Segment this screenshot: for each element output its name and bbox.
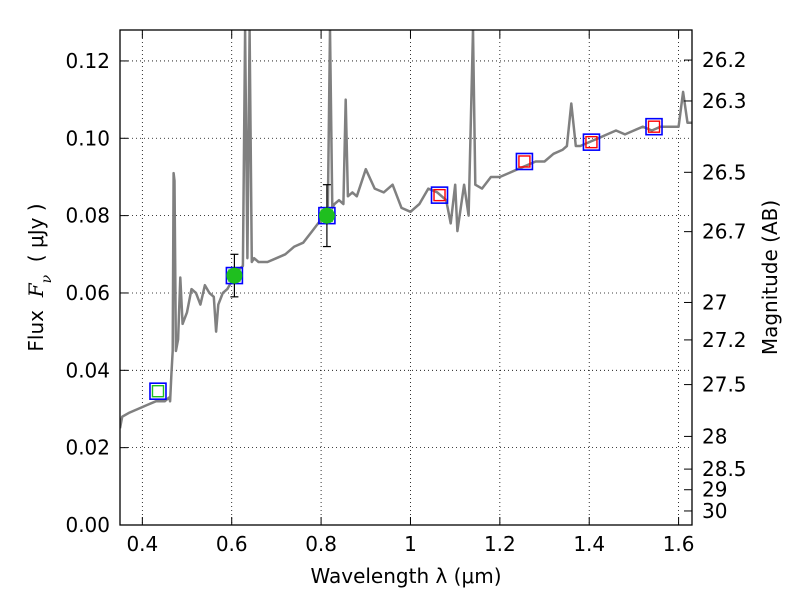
y-axis-label-suffix: ( μJy ): [24, 203, 48, 275]
model-square-inner: [585, 135, 598, 149]
spectrum-line: [120, 30, 692, 429]
y2-tick-label: 28: [702, 424, 727, 448]
x-tick-label: 0.4: [126, 532, 158, 556]
y-axis-label-prefix: Flux: [24, 297, 48, 351]
model-square-outer: [515, 152, 534, 171]
plot-frame: [119, 29, 693, 526]
x-tick-label: 0.8: [305, 532, 337, 556]
model-square-inner: [518, 155, 531, 168]
y2-tick-label: 26.2: [702, 48, 747, 72]
y-tick-label: 0.06: [65, 281, 110, 305]
model-square-inner: [151, 384, 165, 398]
y-tick-label: 0.02: [65, 436, 110, 460]
observed-point: [318, 207, 335, 224]
x-tick-label: 1: [404, 532, 417, 556]
y2-tick-label: 27: [702, 290, 727, 314]
x-axis-label: Wavelength λ (μm): [310, 564, 501, 588]
y-axis-label-sub: ν: [39, 274, 55, 283]
model-square-outer: [149, 382, 167, 400]
y-axis-label-math: F: [24, 282, 48, 298]
x-tick-label: 1.6: [663, 532, 695, 556]
y2-axis-label: Magnitude (AB): [758, 200, 782, 355]
y2-tick-label: 28.5: [702, 457, 747, 481]
y2-tick-label: 26.5: [702, 160, 747, 184]
y-tick-label: 0.00: [65, 513, 110, 537]
observed-point: [226, 267, 243, 284]
model-square-outer: [430, 186, 449, 204]
y-tick-label: 0.10: [65, 126, 110, 150]
x-tick-label: 0.6: [216, 532, 248, 556]
model-square-inner: [647, 120, 661, 133]
y2-tick-label: 27.5: [702, 373, 747, 397]
y2-tick-label: 26.3: [702, 89, 747, 113]
x-tick-label: 1.4: [573, 532, 605, 556]
model-square-outer: [645, 117, 663, 136]
y2-tick-label: 27.2: [702, 328, 747, 352]
x-tick-label: 1.2: [484, 532, 516, 556]
y2-tick-label: 29: [702, 478, 727, 502]
y-tick-label: 0.08: [65, 204, 110, 228]
grid-lines: [120, 30, 692, 526]
plot-area: [120, 30, 692, 429]
y2-tick-label: 26.7: [702, 220, 747, 244]
y2-tick-label: 30: [702, 499, 727, 523]
y-axis-label: Flux Fν ( μJy ): [24, 203, 55, 351]
model-square-outer: [582, 133, 601, 151]
axis-ticks: 0.4 0.6 0.8 1 1.2 1.4 1.6 0.00 0.02 0.04 0.06 0.08 0…: [65, 30, 747, 556]
y-tick-label: 0.12: [65, 49, 110, 73]
model-square-inner: [433, 188, 446, 202]
y-tick-label: 0.04: [65, 358, 110, 382]
